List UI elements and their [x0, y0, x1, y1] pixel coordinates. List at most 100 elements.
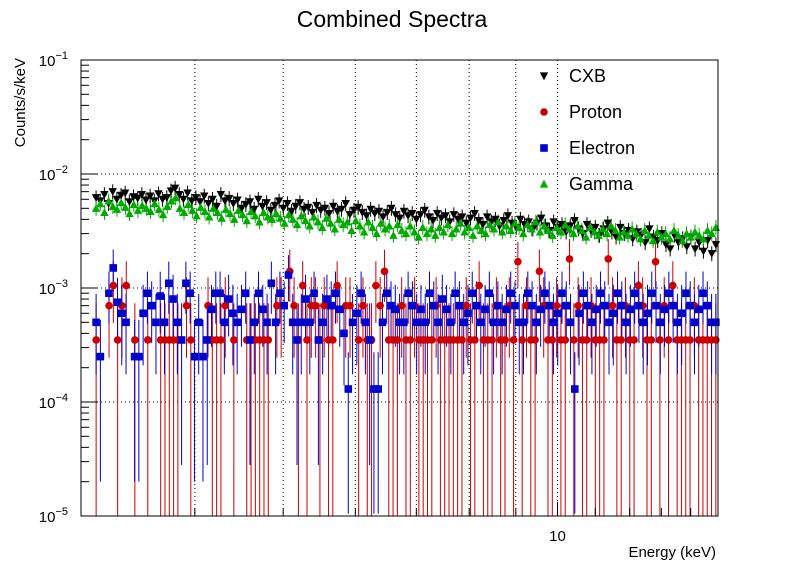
electron-point	[404, 289, 412, 298]
gamma-point	[544, 226, 553, 234]
proton-point	[333, 281, 341, 290]
gamma-point	[100, 208, 109, 217]
gamma-point	[510, 219, 520, 227]
electron-point	[442, 305, 451, 314]
gamma-point	[217, 213, 226, 222]
gamma-point	[699, 234, 708, 243]
x-tick-labels: 10	[549, 528, 566, 545]
electron-point	[408, 301, 417, 310]
proton-point	[393, 336, 402, 344]
y-tick-label: 10−3	[39, 278, 68, 298]
proton-point	[428, 336, 436, 344]
gamma-point	[485, 220, 494, 229]
cxb-point	[295, 199, 305, 207]
electron-point	[588, 318, 596, 327]
gamma-point	[380, 224, 390, 233]
electron-point	[229, 309, 237, 318]
cxb-point	[366, 205, 375, 214]
electron-point	[241, 289, 250, 298]
gamma-point	[694, 231, 704, 239]
gamma-point	[439, 227, 448, 236]
cxb-point	[262, 199, 271, 207]
electron-point	[297, 318, 306, 327]
proton-point	[712, 336, 720, 344]
cxb-point	[212, 202, 221, 211]
electron-point	[344, 385, 353, 393]
electron-point	[447, 318, 455, 327]
electron-point	[194, 318, 203, 327]
cxb-point	[516, 215, 525, 224]
gamma-point	[238, 210, 247, 219]
gamma-point	[108, 202, 118, 210]
proton-point	[143, 336, 152, 344]
cxb-point	[154, 190, 163, 199]
proton-point	[380, 267, 389, 276]
gamma-point	[405, 221, 415, 230]
gamma-point	[167, 196, 176, 205]
proton-point	[501, 336, 509, 344]
proton-point	[406, 336, 415, 344]
gamma-point	[552, 223, 561, 231]
cxb-point	[661, 241, 671, 249]
gamma-point	[255, 217, 264, 226]
electron-point	[635, 301, 643, 310]
x-axis-label: Energy (keV)	[628, 544, 716, 561]
electron-point	[562, 301, 571, 310]
gamma-point	[577, 226, 587, 234]
y-tick-label: 10−1	[39, 50, 68, 70]
proton-point	[651, 257, 660, 266]
cxb-point	[707, 250, 716, 258]
cxb-point	[611, 233, 621, 242]
y-tick-label: 10−5	[39, 506, 68, 526]
electron-point	[421, 318, 430, 327]
cxb-point	[237, 204, 246, 213]
electron-point	[284, 271, 293, 279]
electron-point	[592, 305, 600, 314]
cxb-point	[487, 218, 496, 227]
electron-point	[515, 318, 524, 327]
gamma-point	[188, 206, 197, 214]
gamma-point	[309, 212, 319, 221]
gamma-point	[112, 205, 122, 213]
gamma-point	[456, 219, 465, 227]
gamma-point	[133, 206, 143, 214]
gamma-point	[431, 231, 440, 239]
gamma-point	[246, 207, 256, 215]
proton-point	[187, 336, 195, 344]
electron-point	[639, 318, 648, 327]
cxb-point	[645, 225, 654, 234]
electron-point	[374, 385, 383, 393]
gamma-point	[548, 231, 557, 239]
cxb-point	[208, 195, 217, 204]
electron-point	[96, 352, 105, 361]
cxb-point	[112, 195, 122, 204]
cxb-point	[603, 219, 612, 228]
cxb-point	[387, 204, 396, 213]
proton-point	[182, 301, 191, 310]
cxb-point	[690, 245, 700, 254]
gamma-point	[263, 212, 272, 221]
electron-point	[673, 318, 682, 327]
cxb-point	[283, 200, 292, 208]
legend-cxb-label: CXB	[569, 66, 606, 86]
gamma-point	[271, 209, 281, 218]
electron-point	[600, 301, 609, 310]
proton-point	[509, 336, 518, 344]
gamma-point	[682, 229, 691, 238]
gamma-point	[355, 221, 365, 230]
electron-point	[327, 301, 335, 310]
cxb-point	[503, 212, 513, 220]
gamma-point	[301, 216, 310, 225]
cxb-point	[362, 212, 371, 220]
gamma-point	[632, 229, 641, 238]
gamma-point	[619, 227, 628, 236]
electron-point	[524, 289, 532, 298]
proton-point	[320, 301, 329, 310]
gamma-point	[611, 226, 620, 234]
gamma-point	[351, 216, 360, 225]
gamma-point	[498, 227, 507, 236]
legend-electron-label: Electron	[569, 138, 635, 158]
gamma-point	[322, 213, 331, 222]
gamma-point	[560, 220, 570, 229]
gamma-point	[422, 229, 432, 238]
